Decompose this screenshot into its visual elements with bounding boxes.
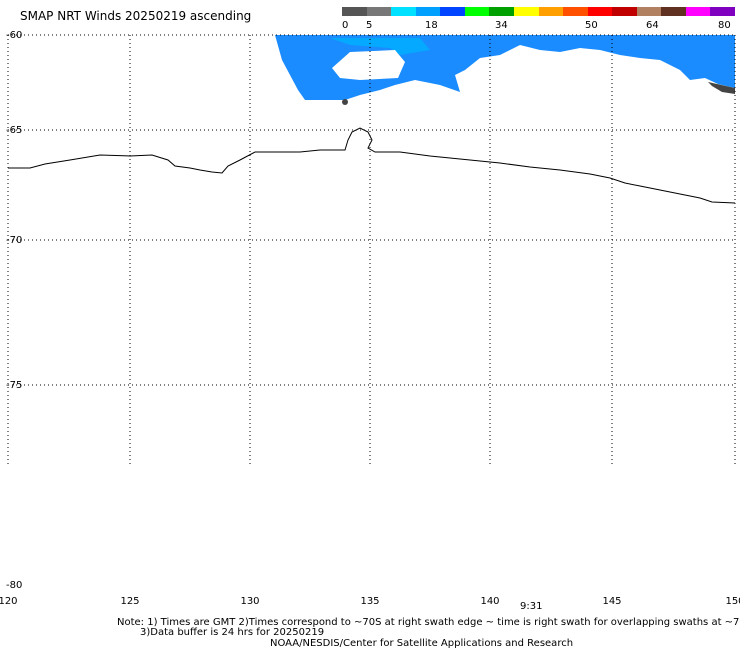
- colorbar-segment: [587, 7, 613, 16]
- colorbar-segment: [440, 7, 465, 16]
- colorbar-label: 18: [425, 20, 438, 31]
- longitude-label: 135: [360, 596, 379, 607]
- colorbar-label: 0: [342, 20, 349, 31]
- latitude-label: -80: [6, 580, 22, 591]
- latitude-label: -75: [6, 380, 22, 391]
- colorbar-segment: [563, 7, 588, 16]
- colorbar-segment: [685, 7, 711, 16]
- colorbar-segment: [366, 7, 392, 16]
- colorbar-segment: [612, 7, 637, 16]
- antarctic-coastline: [8, 127, 736, 204]
- latitude-label: -65: [6, 125, 22, 136]
- colorbar-label: 80: [718, 20, 731, 31]
- longitude-label: 140: [480, 596, 499, 607]
- colorbar-segment: [661, 7, 686, 16]
- note-line-2: 3)Data buffer is 24 hrs for 20250219: [140, 627, 325, 638]
- colorbar-label: 64: [646, 20, 659, 31]
- wind-speed-colorbar: [342, 7, 735, 16]
- longitude-label: 145: [602, 596, 621, 607]
- swath-hole: [332, 50, 405, 80]
- colorbar-segment: [710, 7, 735, 16]
- colorbar-segment: [489, 7, 514, 16]
- colorbar-label: 34: [495, 20, 508, 31]
- colorbar-segment: [415, 7, 441, 16]
- lat-lon-grid: [7, 34, 736, 465]
- colorbar-segment: [636, 7, 662, 16]
- lat-labels: -60 -65 -70 -75 -80: [6, 30, 22, 591]
- lon-labels: 120 125 130 135 140 145 150: [0, 596, 740, 607]
- colorbar-segment: [538, 7, 564, 16]
- map-title: SMAP NRT Winds 20250219 ascending: [20, 9, 252, 23]
- latitude-label: -60: [6, 30, 22, 41]
- swath-dark-dot: [342, 99, 348, 105]
- latitude-label: -70: [6, 235, 22, 246]
- swath-light-patch: [330, 38, 430, 55]
- colorbar-segment: [391, 7, 416, 16]
- colorbar-label: 5: [366, 20, 373, 31]
- colorbar-label: 50: [585, 20, 598, 31]
- longitude-label: 130: [240, 596, 259, 607]
- longitude-label: 120: [0, 596, 18, 607]
- swath-dark-edge: [708, 82, 735, 94]
- colorbar-segment: [464, 7, 490, 16]
- longitude-label: 150: [725, 596, 740, 607]
- pass-time-label: 9:31: [520, 601, 543, 612]
- note-line-3: NOAA/NESDIS/Center for Satellite Applica…: [270, 638, 574, 649]
- wind-swath: [275, 35, 735, 105]
- colorbar-segment: [342, 7, 367, 16]
- colorbar-segment: [513, 7, 539, 16]
- note-line-1: Note: 1) Times are GMT 2)Times correspon…: [117, 617, 740, 628]
- longitude-label: 125: [120, 596, 139, 607]
